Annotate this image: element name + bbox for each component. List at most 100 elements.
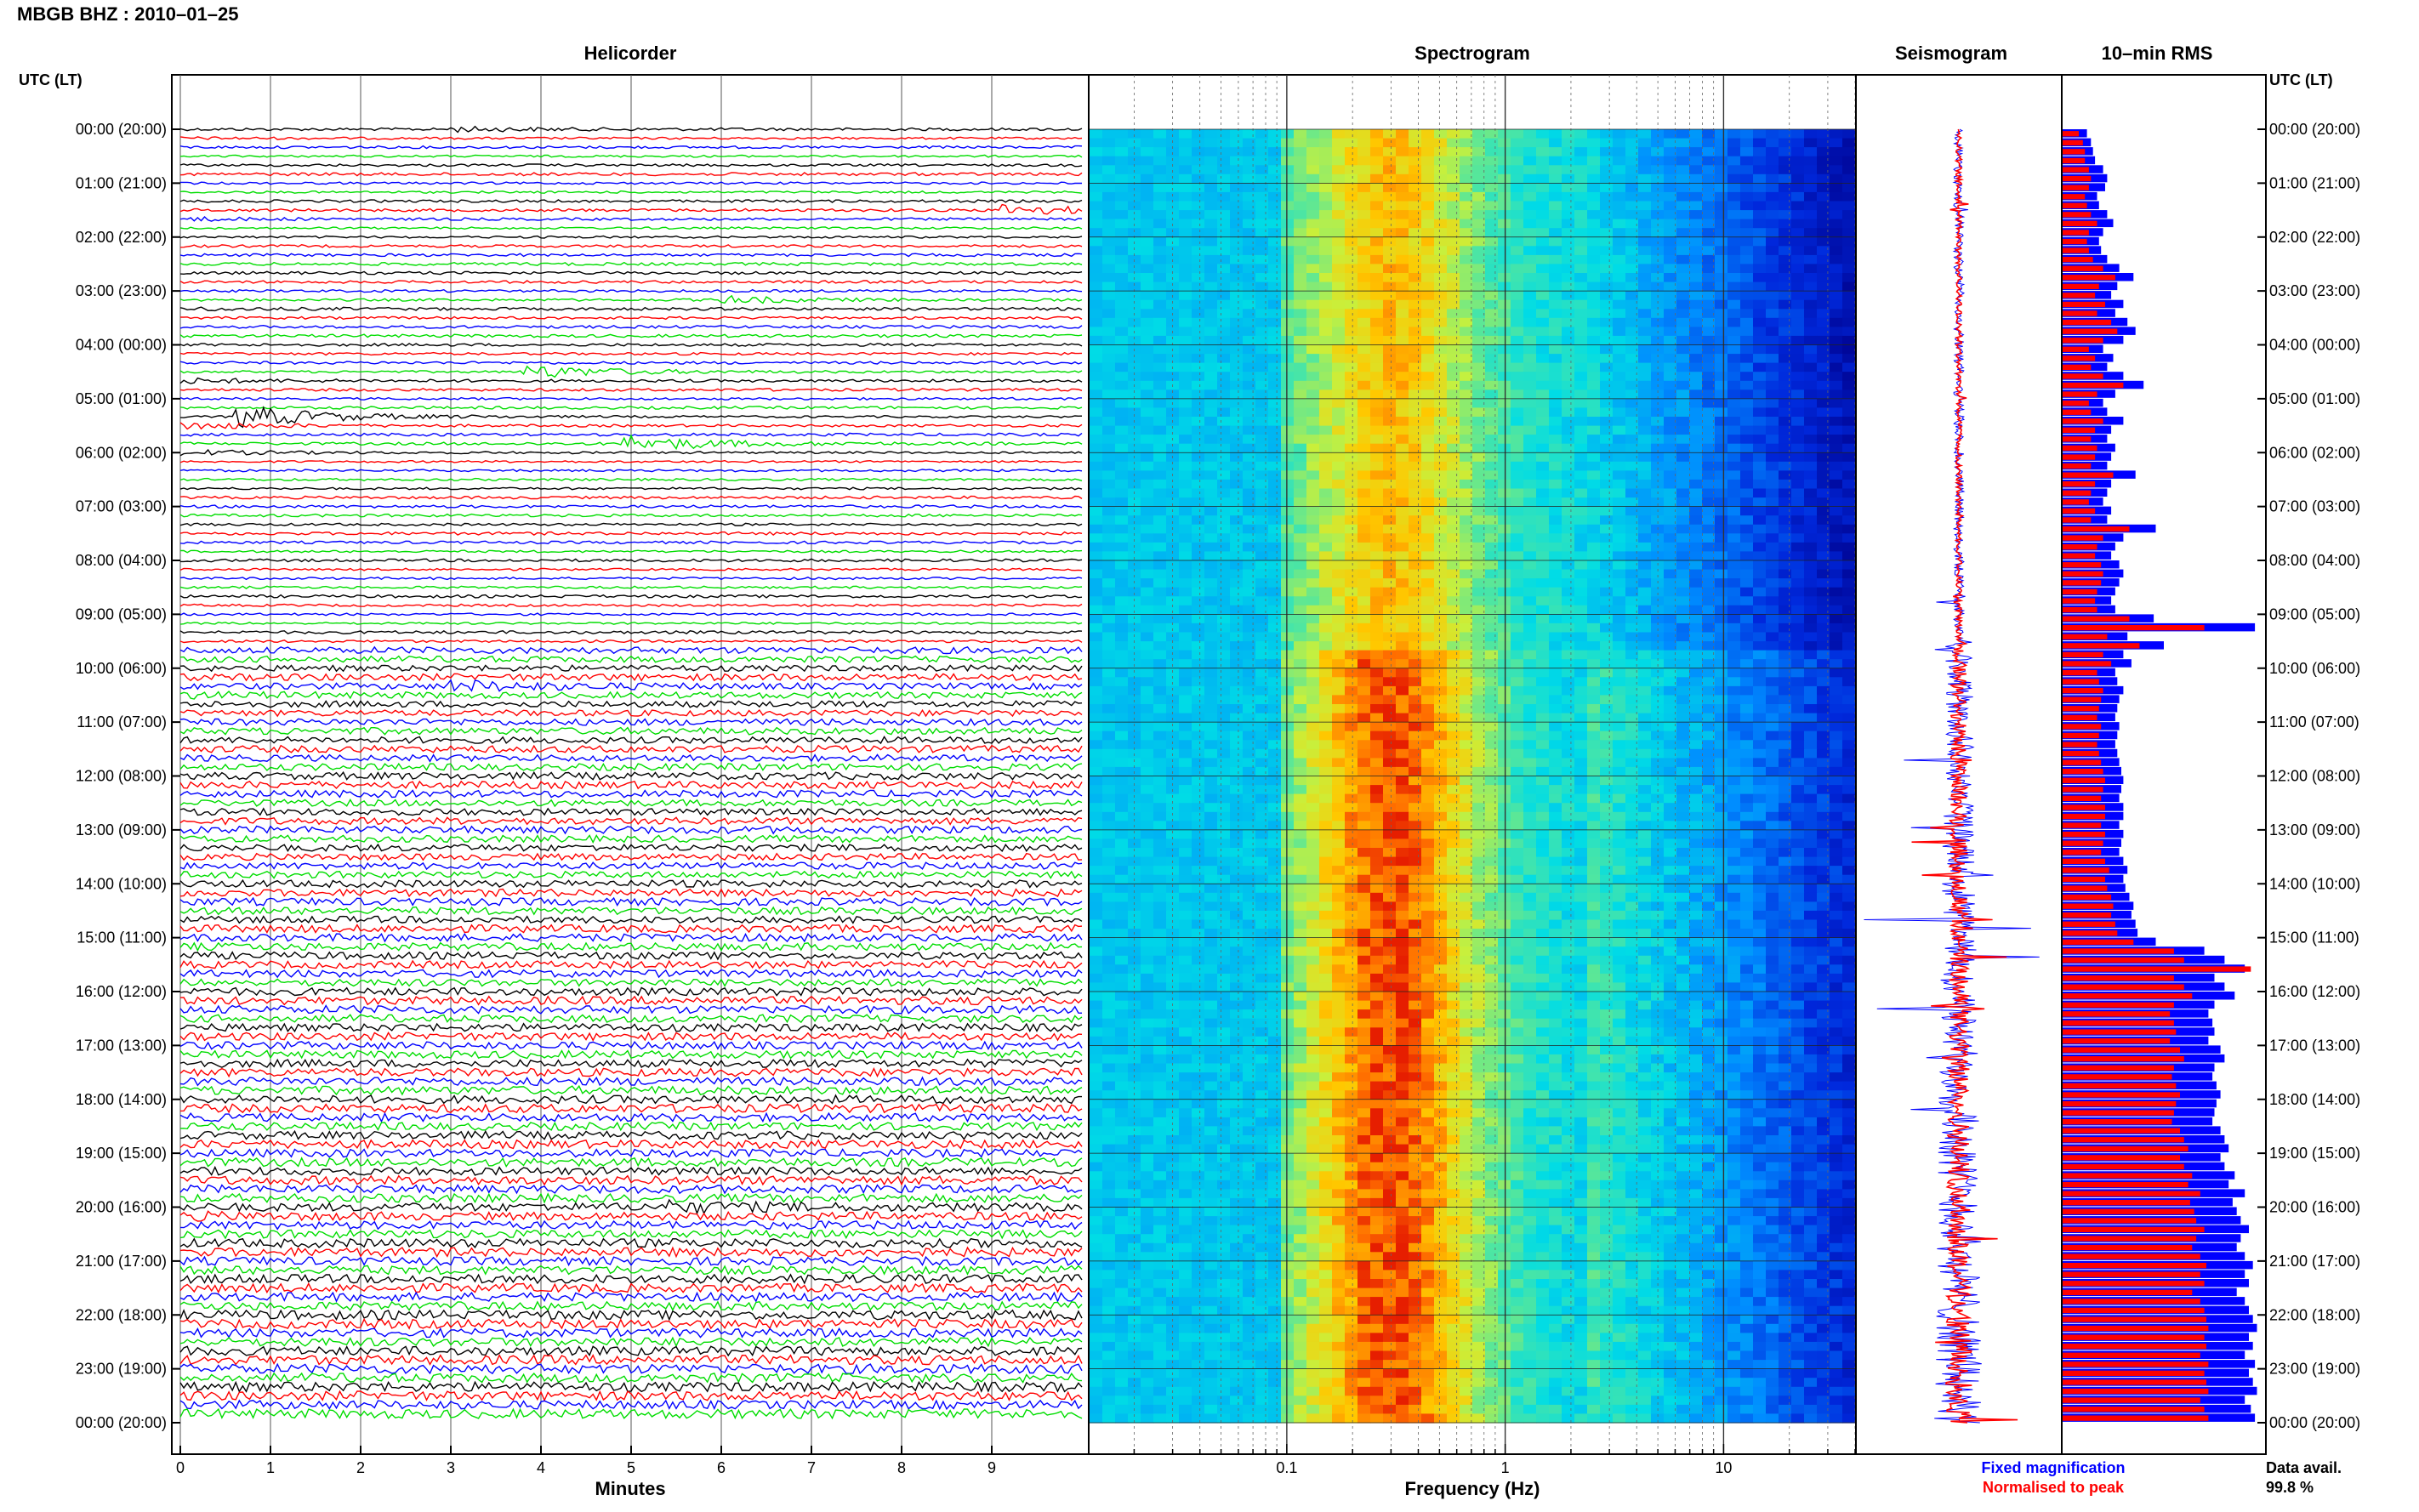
spectrogram-cell bbox=[1689, 650, 1703, 660]
spectrogram-cell bbox=[1817, 398, 1830, 409]
spectrogram-cell bbox=[1243, 246, 1256, 256]
spectrogram-cell bbox=[1498, 704, 1511, 714]
spectrogram-cell bbox=[1472, 317, 1486, 327]
spectrogram-cell bbox=[1268, 470, 1282, 480]
spectrogram-cell bbox=[1715, 380, 1728, 390]
spectrogram-cell bbox=[1153, 380, 1167, 390]
spectrogram-cell bbox=[1587, 344, 1601, 355]
spectrogram-cell bbox=[1536, 281, 1550, 292]
spectrogram-cell bbox=[1141, 183, 1154, 193]
spectrogram-cell bbox=[1830, 776, 1843, 786]
spectrogram-cell bbox=[1536, 210, 1550, 220]
spectrogram-cell bbox=[1306, 829, 1320, 840]
spectrogram-cell bbox=[1102, 264, 1116, 274]
spectrogram-cell bbox=[1090, 173, 1103, 184]
spectrogram-cell bbox=[1383, 497, 1397, 508]
spectrogram-cell bbox=[1740, 398, 1754, 409]
spectrogram-cell bbox=[1689, 748, 1703, 759]
spectrogram-cell bbox=[1587, 228, 1601, 238]
spectrogram-cell bbox=[1102, 354, 1116, 364]
spectrogram-cell bbox=[1791, 829, 1805, 840]
spectrogram-cell bbox=[1306, 578, 1320, 588]
spectrogram-cell bbox=[1319, 452, 1333, 463]
spectrogram-cell bbox=[1664, 435, 1677, 445]
spectrogram-cell bbox=[1625, 578, 1639, 588]
spectrogram-cell bbox=[1294, 838, 1307, 849]
spectrogram-cell bbox=[1421, 560, 1435, 571]
helicorder-trace bbox=[179, 199, 1083, 203]
spectrogram-cell bbox=[1727, 183, 1741, 193]
spectrogram-cell bbox=[1702, 470, 1716, 480]
spectrogram-cell bbox=[1345, 533, 1358, 543]
spectrogram-cell bbox=[1600, 273, 1614, 283]
spectrogram-cell bbox=[1192, 246, 1205, 256]
spectrogram-cell bbox=[1179, 829, 1192, 840]
spectrogram-cell bbox=[1306, 210, 1320, 220]
helicorder-trace bbox=[179, 1399, 1083, 1411]
spectrogram-cell bbox=[1230, 407, 1244, 418]
spectrogram-cell bbox=[1664, 281, 1677, 292]
spectrogram-cell bbox=[1600, 372, 1614, 382]
spectrogram-cell bbox=[1102, 156, 1116, 166]
spectrogram-cell bbox=[1357, 389, 1371, 400]
spectrogram-cell bbox=[1141, 129, 1154, 139]
spectrogram-cell bbox=[1332, 668, 1346, 678]
spectrogram-cell bbox=[1676, 246, 1690, 256]
spectrogram-cell bbox=[1153, 372, 1167, 382]
spectrogram-cell bbox=[1230, 641, 1244, 651]
spectrogram-cell bbox=[1523, 748, 1537, 759]
spectrogram-cell bbox=[1306, 533, 1320, 543]
spectrogram-cell bbox=[1345, 407, 1358, 418]
spectrogram-cell bbox=[1562, 327, 1575, 337]
helicorder-trace bbox=[180, 315, 1083, 321]
spectrogram-cell bbox=[1409, 766, 1422, 777]
spectrogram-cell bbox=[1727, 327, 1741, 337]
spectrogram-cell bbox=[1217, 246, 1231, 256]
spectrogram-cell bbox=[1664, 317, 1677, 327]
spectrogram-cell bbox=[1817, 829, 1830, 840]
spectrogram-cell bbox=[1192, 210, 1205, 220]
spectrogram-cell bbox=[1319, 354, 1333, 364]
spectrogram-cell bbox=[1511, 327, 1524, 337]
helicorder-trace bbox=[179, 1407, 1083, 1420]
spectrogram-cell bbox=[1791, 281, 1805, 292]
spectrogram-cell bbox=[1830, 452, 1843, 463]
spectrogram-cell bbox=[1791, 650, 1805, 660]
spectrogram-cell bbox=[1090, 156, 1103, 166]
spectrogram-cell bbox=[1217, 560, 1231, 571]
spectrogram-cell bbox=[1498, 838, 1511, 849]
spectrogram-cell bbox=[1804, 435, 1818, 445]
spectrogram-cell bbox=[1090, 740, 1103, 750]
spectrogram-cell bbox=[1217, 273, 1231, 283]
spectrogram-cell bbox=[1511, 435, 1524, 445]
spectrogram-cell bbox=[1485, 417, 1499, 427]
spectrogram-cell bbox=[1613, 551, 1626, 561]
spectrogram-cell bbox=[1727, 722, 1741, 732]
spectrogram-cell bbox=[1460, 452, 1473, 463]
spectrogram-cell bbox=[1753, 722, 1767, 732]
spectrogram-cell bbox=[1255, 327, 1269, 337]
spectrogram-cell bbox=[1447, 461, 1460, 471]
spectrogram-cell bbox=[1676, 201, 1690, 211]
spectrogram-cell bbox=[1128, 497, 1141, 508]
spectrogram-cell bbox=[1217, 848, 1231, 858]
spectrogram-cell bbox=[1536, 201, 1550, 211]
spectrogram-cell bbox=[1192, 479, 1205, 490]
helicorder-trace bbox=[179, 621, 1083, 625]
spectrogram-cell bbox=[1651, 210, 1665, 220]
spectrogram-cell bbox=[1409, 533, 1422, 543]
spectrogram-cell bbox=[1536, 587, 1550, 597]
spectrogram-cell bbox=[1383, 838, 1397, 849]
spectrogram-cell bbox=[1638, 560, 1652, 571]
spectrogram-cell bbox=[1523, 569, 1537, 579]
spectrogram-cell bbox=[1740, 587, 1754, 597]
spectrogram-cell bbox=[1421, 659, 1435, 669]
spectrogram-cell bbox=[1370, 435, 1384, 445]
spectrogram-cell bbox=[1587, 191, 1601, 202]
spectrogram-cell bbox=[1689, 452, 1703, 463]
spectrogram-cell bbox=[1447, 829, 1460, 840]
spectrogram-cell bbox=[1255, 641, 1269, 651]
spectrogram-cell bbox=[1115, 236, 1129, 247]
spectrogram-cell bbox=[1523, 479, 1537, 490]
spectrogram-cell bbox=[1523, 417, 1537, 427]
